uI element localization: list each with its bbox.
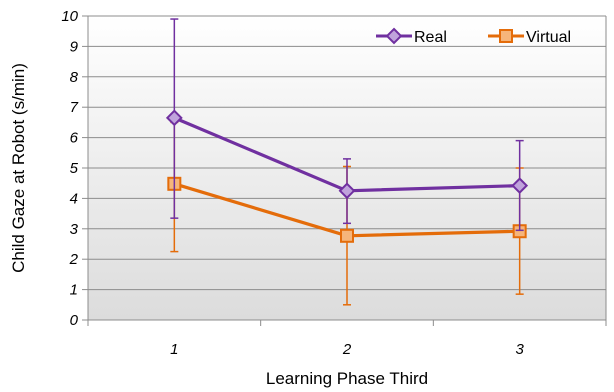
y-tick-label: 5 bbox=[70, 160, 79, 177]
data-point bbox=[165, 109, 183, 127]
data-point bbox=[338, 182, 356, 200]
legend: Real Virtual bbox=[376, 27, 571, 46]
y-tick-label: 9 bbox=[70, 38, 79, 55]
y-tick-label: 10 bbox=[61, 8, 78, 25]
legend-label: Virtual bbox=[526, 29, 571, 46]
series-layer bbox=[165, 18, 529, 306]
axes bbox=[82, 15, 607, 326]
series-real bbox=[165, 18, 529, 232]
data-point bbox=[340, 228, 354, 243]
y-tick-label: 8 bbox=[70, 69, 79, 86]
x-tick-label: 2 bbox=[342, 341, 352, 358]
y-axis-label: Child Gaze at Robot (s/min) bbox=[9, 63, 28, 273]
y-tick-label: 1 bbox=[70, 282, 78, 299]
y-tick-label: 6 bbox=[70, 130, 79, 147]
y-tick-labels: 0 1 2 3 4 5 6 7 8 9 10 bbox=[61, 8, 78, 329]
legend-marker bbox=[385, 27, 403, 45]
legend-item-virtual: Virtual bbox=[488, 29, 571, 46]
y-tick-label: 2 bbox=[69, 251, 79, 268]
x-tick-label: 1 bbox=[170, 341, 178, 358]
legend-label: Real bbox=[414, 29, 447, 46]
y-tick-label: 7 bbox=[70, 99, 79, 116]
legend-marker bbox=[499, 29, 513, 43]
y-tick-label: 3 bbox=[70, 221, 79, 238]
y-tick-label: 0 bbox=[70, 312, 79, 329]
x-tick-label: 3 bbox=[515, 341, 524, 358]
legend-item-real: Real bbox=[376, 27, 447, 46]
x-axis-label: Learning Phase Third bbox=[266, 369, 428, 388]
data-point bbox=[511, 177, 529, 195]
y-tick-label: 4 bbox=[70, 190, 78, 207]
x-tick-labels: 1 2 3 bbox=[170, 341, 524, 358]
